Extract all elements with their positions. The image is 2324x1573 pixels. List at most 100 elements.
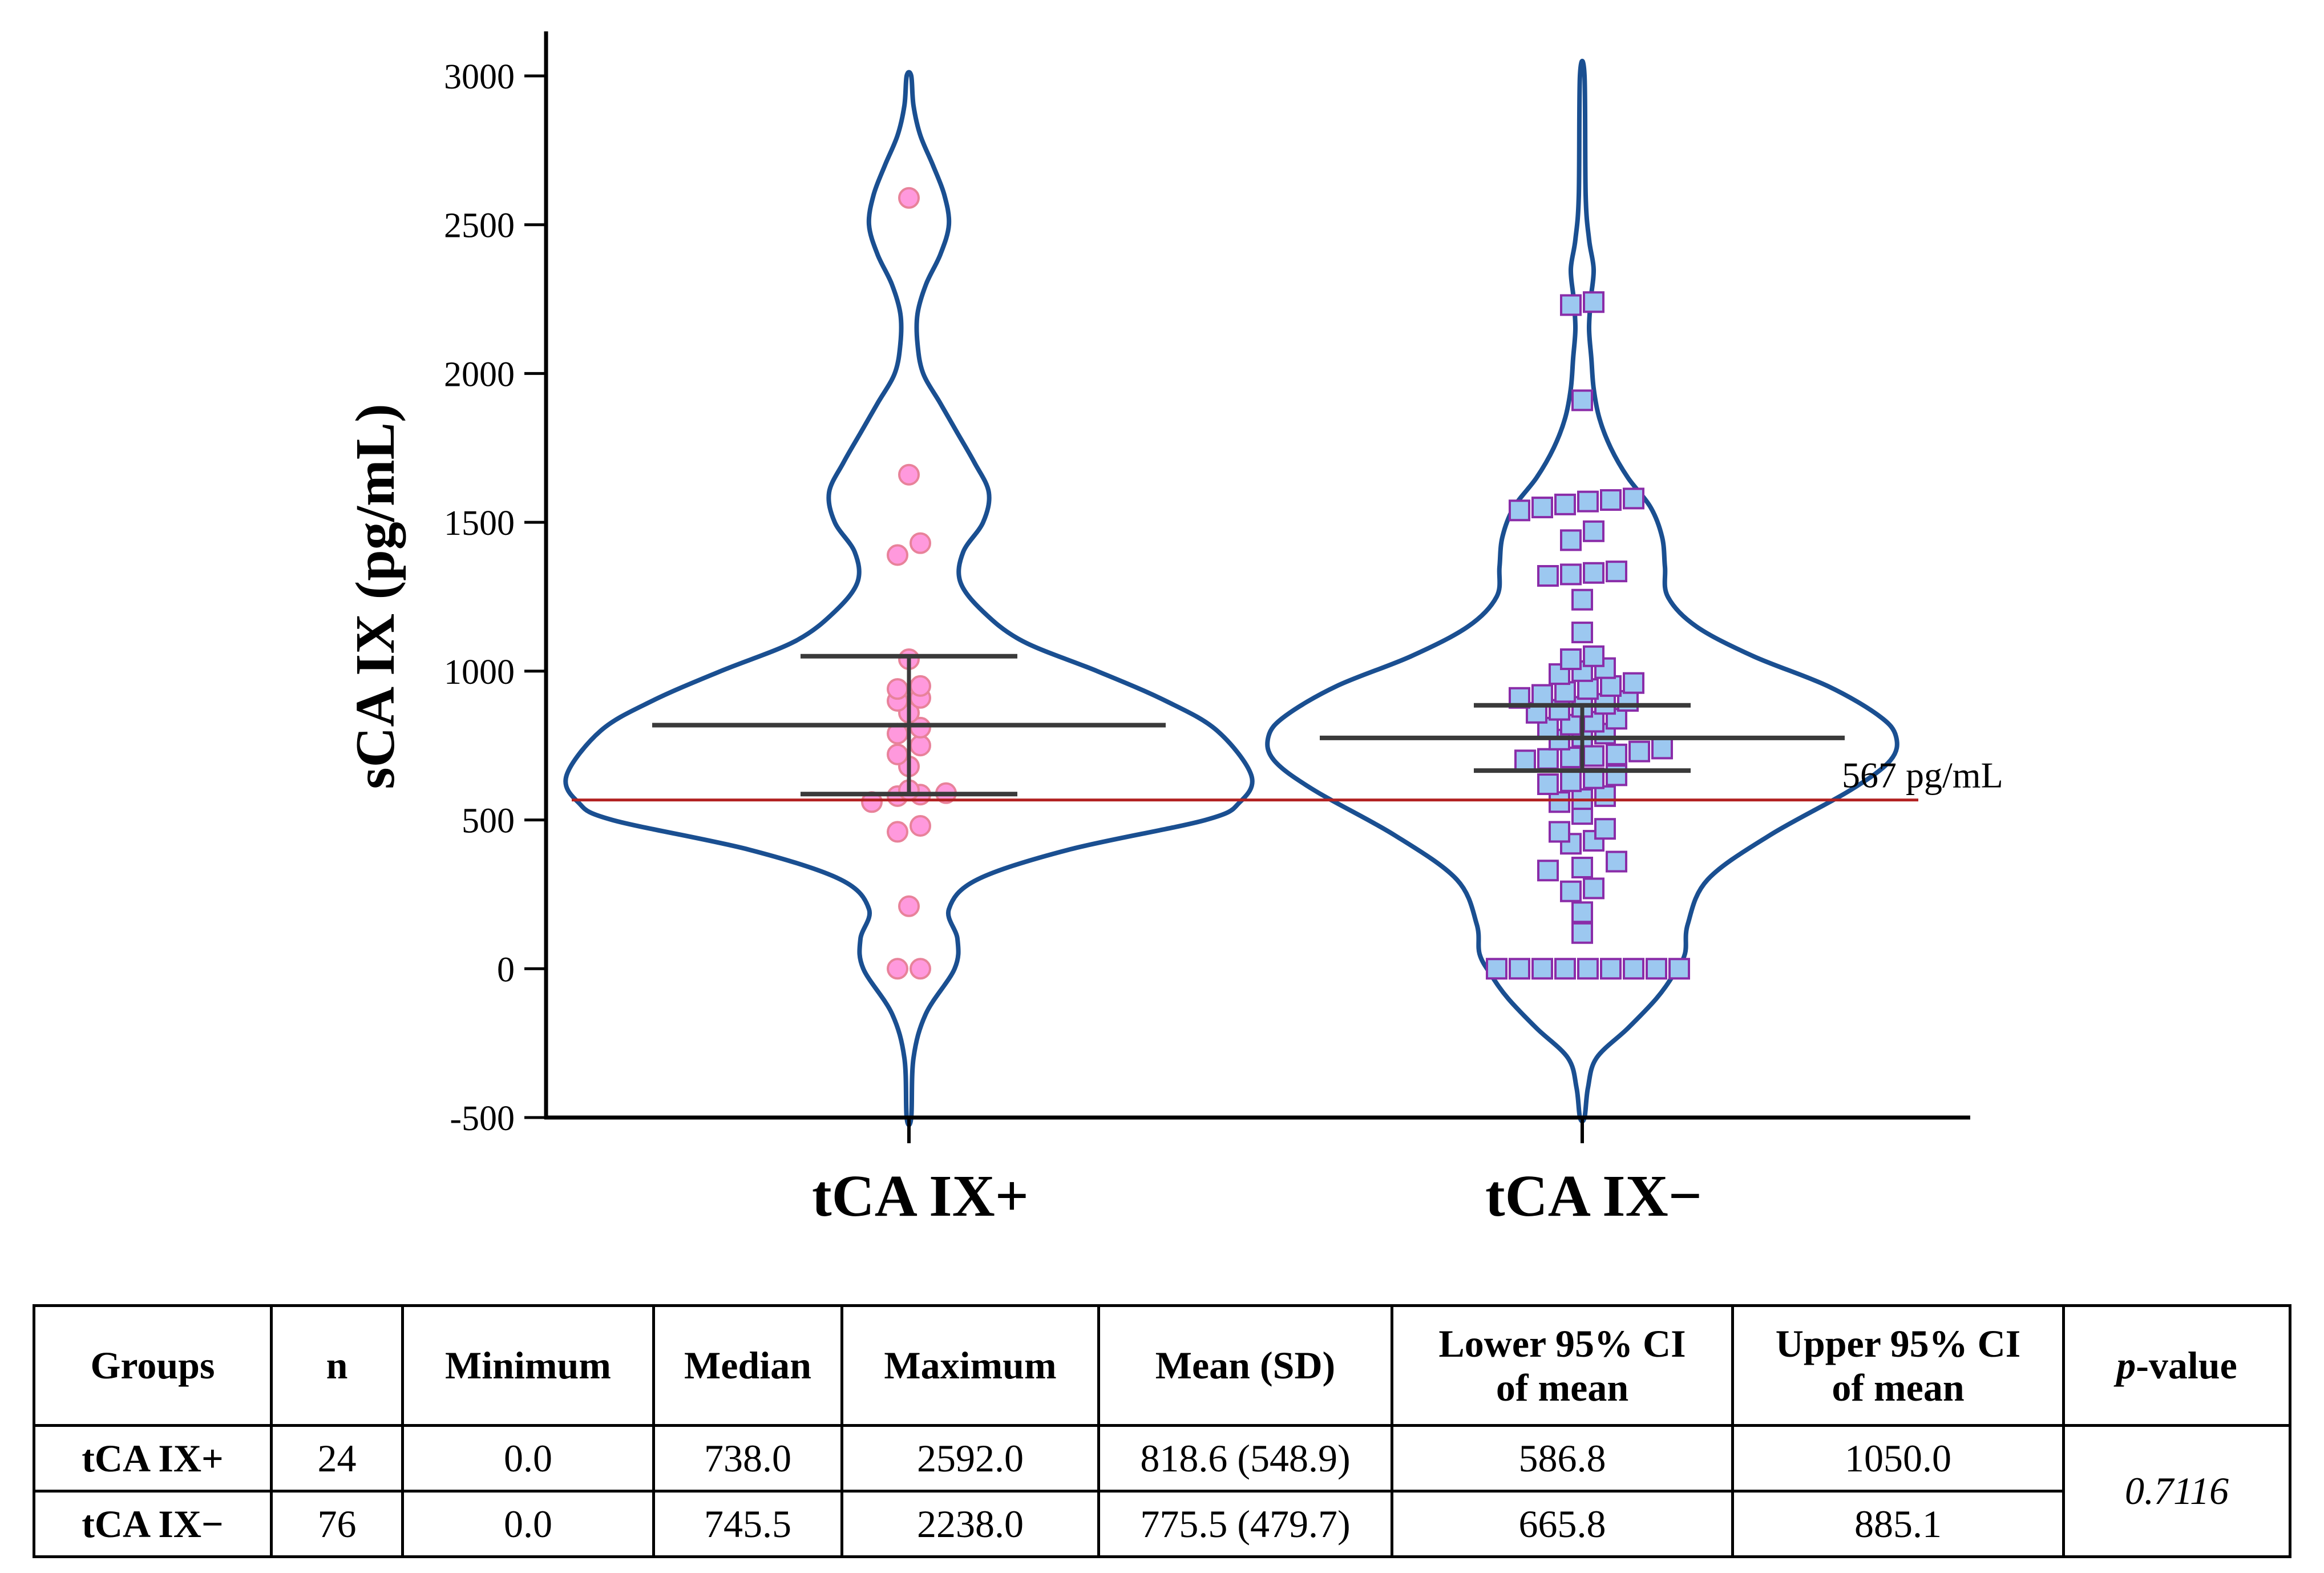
row-median: 738.0 xyxy=(652,1424,843,1493)
data-point xyxy=(1560,880,1582,902)
row-upper-ci: 1050.0 xyxy=(1731,1424,2065,1493)
data-point xyxy=(1560,770,1582,792)
data-point xyxy=(1606,850,1627,873)
y-tick-label: 2500 xyxy=(444,207,515,245)
data-point xyxy=(1623,672,1644,694)
data-point xyxy=(1583,291,1604,313)
p-suffix: -value xyxy=(2136,1344,2237,1388)
data-point xyxy=(1531,497,1553,519)
data-point xyxy=(1594,818,1616,840)
data-point xyxy=(1509,958,1530,980)
header-groups: Groups xyxy=(33,1304,273,1427)
row-lower-ci: 586.8 xyxy=(1391,1424,1734,1493)
row-max: 2238.0 xyxy=(840,1490,1100,1558)
data-point xyxy=(898,187,920,209)
data-point xyxy=(1646,958,1667,980)
data-point xyxy=(1577,958,1599,980)
data-point xyxy=(1554,681,1576,703)
row-max: 2592.0 xyxy=(840,1424,1100,1493)
header-mean-sd: Mean (SD) xyxy=(1097,1304,1393,1427)
data-point xyxy=(1583,562,1604,584)
data-point xyxy=(1623,487,1644,510)
data-point xyxy=(910,958,931,980)
data-point xyxy=(1514,749,1536,772)
data-point xyxy=(1600,675,1622,697)
p-letter: p xyxy=(2116,1344,2136,1388)
data-point xyxy=(910,675,931,697)
x-tick-label: tCA IX+ xyxy=(812,1163,1029,1229)
row-n: 24 xyxy=(270,1424,404,1493)
row-lower-ci: 665.8 xyxy=(1391,1490,1734,1558)
row-n: 76 xyxy=(270,1490,404,1558)
data-point xyxy=(1594,785,1616,807)
data-point xyxy=(1668,958,1690,980)
data-point xyxy=(1571,857,1593,878)
data-point xyxy=(1583,745,1604,767)
data-point xyxy=(1571,588,1593,611)
table-row: tCA IX− 76 0.0 745.5 2238.0 775.5 (479.7… xyxy=(33,1490,2290,1558)
stat-lines: 567 pg/mL xyxy=(572,654,2003,802)
data-point xyxy=(1583,520,1604,542)
row-median: 745.5 xyxy=(652,1490,843,1558)
y-tick-label: 3000 xyxy=(444,58,515,96)
data-point xyxy=(1571,389,1593,412)
p-value: 0.7116 xyxy=(2062,1424,2291,1558)
summary-table: Groups n Minimum Median Maximum Mean (SD… xyxy=(33,1304,2291,1558)
data-point xyxy=(1560,648,1582,670)
data-point xyxy=(1531,684,1553,706)
data-point xyxy=(887,544,908,566)
data-point xyxy=(1537,716,1559,739)
data-point xyxy=(887,743,908,765)
data-point xyxy=(1577,678,1599,700)
y-tick-label: 2000 xyxy=(444,355,515,394)
row-mean-sd: 775.5 (479.7) xyxy=(1097,1490,1393,1558)
y-tick-label: 0 xyxy=(497,950,515,989)
data-point xyxy=(1600,489,1622,511)
axes: -500 0 500 1000 1500 2000 2500 3000 tCA IX+ tCA I… xyxy=(444,31,1970,1229)
violin-chart: 567 pg/mL -500 0 500 1000 1500 2000 2500 3000 tC… xyxy=(345,31,2003,1229)
reference-line-label: 567 pg/mL xyxy=(1842,755,2003,796)
y-axis-label: sCA IX (pg/mL) xyxy=(345,404,406,789)
x-tick-label: tCA IX− xyxy=(1485,1163,1702,1229)
data-point xyxy=(1560,294,1582,316)
data-point xyxy=(898,895,920,917)
data-point xyxy=(1606,743,1627,765)
row-min: 0.0 xyxy=(401,1424,655,1493)
row-upper-ci: 885.1 xyxy=(1731,1490,2065,1558)
data-point xyxy=(887,678,908,700)
data-point xyxy=(1606,560,1627,583)
row-min: 0.0 xyxy=(401,1490,655,1558)
data-point xyxy=(1537,860,1559,882)
data-point xyxy=(1583,877,1604,900)
data-point xyxy=(1571,922,1593,944)
data-point xyxy=(910,532,931,554)
data-point xyxy=(1554,958,1576,980)
violins xyxy=(563,59,1899,1128)
data-point xyxy=(1549,791,1570,813)
header-n: n xyxy=(270,1304,404,1427)
y-tick-label: 1000 xyxy=(444,653,515,692)
table-header-row: Groups n Minimum Median Maximum Mean (SD… xyxy=(33,1304,2291,1427)
data-point xyxy=(1549,821,1570,843)
data-point xyxy=(1486,958,1507,980)
header-minimum: Minimum xyxy=(401,1304,655,1427)
data-point xyxy=(1571,622,1593,644)
y-tick-label: 1500 xyxy=(444,504,515,543)
data-point xyxy=(887,821,908,843)
data-point xyxy=(1577,490,1599,513)
data-point xyxy=(1560,747,1582,769)
y-tick-label: -500 xyxy=(450,1099,515,1138)
data-point xyxy=(887,958,908,980)
data-point xyxy=(910,815,931,837)
data-point xyxy=(1623,958,1644,980)
table-row: tCA IX+ 24 0.0 738.0 2592.0 818.6 (548.9… xyxy=(33,1424,2291,1558)
header-upper-ci: Upper 95% CI of mean xyxy=(1731,1304,2065,1427)
header-median: Median xyxy=(652,1304,843,1427)
y-tick-label: 500 xyxy=(462,802,515,841)
data-point xyxy=(1560,563,1582,586)
data-point xyxy=(1651,737,1673,760)
data-point xyxy=(1531,958,1553,980)
data-point xyxy=(898,463,920,486)
data-point xyxy=(1537,773,1559,795)
data-point xyxy=(1628,740,1650,763)
